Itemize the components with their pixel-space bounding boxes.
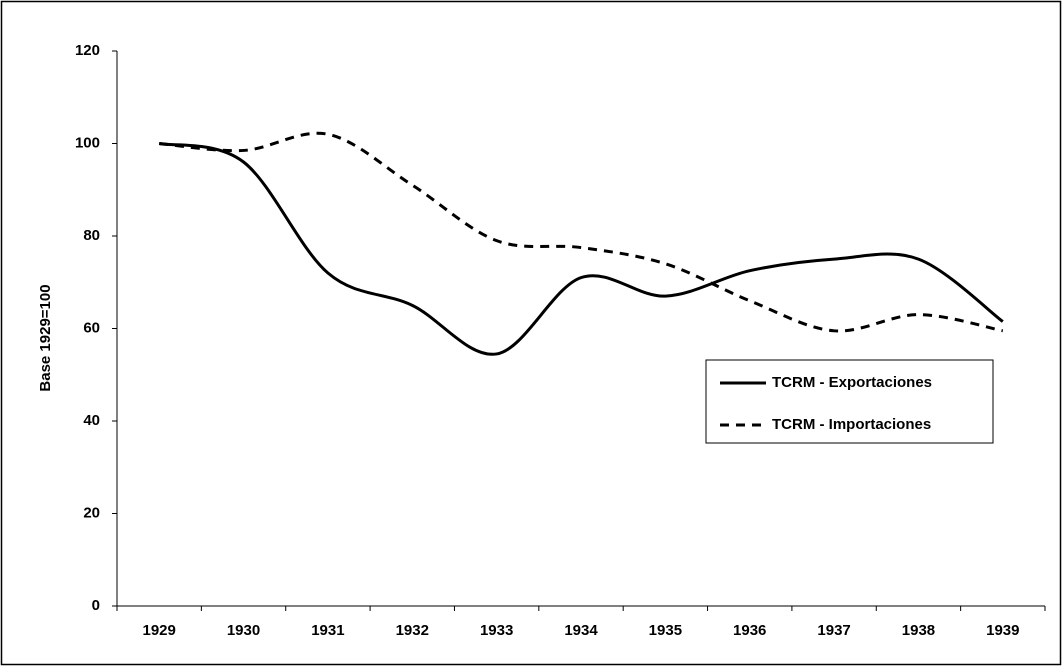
y-axis-title: Base 1929=100 (37, 284, 54, 391)
x-tick-label: 1929 (142, 622, 175, 639)
x-tick-label: 1931 (311, 622, 344, 639)
y-tick-label: 20 (83, 504, 100, 521)
x-tick-label: 1930 (227, 622, 260, 639)
y-tick-label: 100 (75, 134, 100, 151)
legend-box (705, 359, 994, 444)
x-tick-label: 1939 (986, 622, 1019, 639)
x-tick-label: 1932 (396, 622, 429, 639)
line-series (158, 142, 1004, 356)
x-tick-label: 1934 (564, 622, 598, 639)
y-tick-label: 60 (83, 319, 100, 336)
x-tick-label: 1938 (902, 622, 935, 639)
legend-label: TCRM - Importaciones (772, 416, 931, 433)
legend-label: TCRM - Exportaciones (772, 374, 932, 391)
y-tick-label: 80 (83, 227, 100, 244)
y-tick-label: 120 (75, 42, 100, 59)
y-tick-label: 0 (92, 597, 100, 614)
x-tick-label: 1936 (733, 622, 766, 639)
x-tick-label: 1935 (649, 622, 682, 639)
y-tick-label: 40 (83, 412, 100, 429)
x-tick-label: 1933 (480, 622, 513, 639)
x-tick-label: 1937 (817, 622, 850, 639)
line-series (159, 131, 1004, 333)
